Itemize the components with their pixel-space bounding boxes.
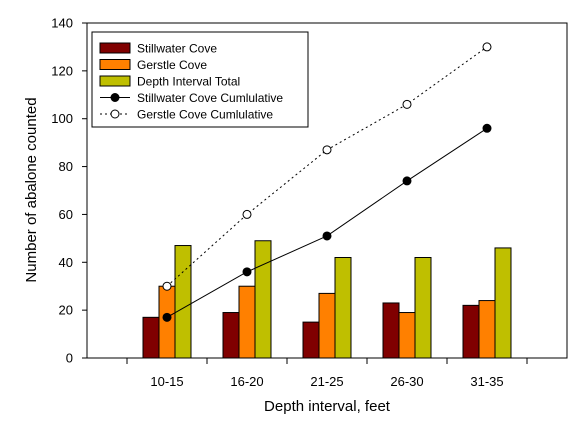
point-stillwater-cove-cumlulative-16-20 (242, 267, 252, 277)
y-tick-label: 100 (51, 111, 73, 126)
y-tick-label: 60 (59, 207, 73, 222)
bar-depth-interval-total-10-15 (174, 245, 192, 359)
legend-label: Stillwater Cove Cumlulative (137, 91, 283, 105)
y-tick-label: 120 (51, 63, 73, 78)
legend-label: Depth Interval Total (137, 75, 240, 89)
y-tick-label: 20 (59, 303, 73, 318)
point-gerstle-cove-cumlulative-31-35 (482, 42, 492, 52)
point-gerstle-cove-cumlulative-26-30 (402, 99, 412, 109)
legend: Stillwater Cove Gerstle Cove Depth Interva… (91, 31, 309, 128)
point-stillwater-cove-cumlulative-26-30 (402, 176, 412, 186)
bar-depth-interval-total-16-20 (254, 240, 272, 359)
bar-stillwater-cove-16-20 (222, 312, 240, 359)
bar-depth-interval-total-26-30 (414, 257, 432, 359)
y-tick-label: 40 (59, 255, 73, 270)
y-tick-label: 140 (51, 16, 73, 31)
bar-stillwater-cove-21-25 (302, 321, 320, 359)
y-tick-label: 0 (66, 351, 73, 366)
point-stillwater-cove-cumlulative-31-35 (482, 123, 492, 133)
legend-label: Gerstle Cove Cumlulative (137, 108, 273, 122)
bar-gerstle-cove-21-25 (318, 292, 336, 359)
bar-gerstle-cove-16-20 (238, 285, 256, 359)
y-tick-label: 80 (59, 159, 73, 174)
bar-gerstle-cove-10-15 (158, 285, 176, 359)
bar-depth-interval-total-21-25 (334, 257, 352, 359)
bar-gerstle-cove-26-30 (398, 312, 416, 359)
bar-stillwater-cove-31-35 (462, 304, 480, 359)
y-axis-title: Number of abalone counted (23, 97, 40, 282)
legend-swatch-depth-interval-total (99, 75, 131, 87)
point-gerstle-cove-cumlulative-16-20 (242, 209, 252, 219)
x-tick-label: 31-35 (470, 374, 503, 389)
bar-gerstle-cove-31-35 (478, 300, 496, 359)
point-stillwater-cove-cumlulative-21-25 (322, 231, 332, 241)
legend-marker-gerstle-cove-cumlulative (110, 109, 120, 119)
point-gerstle-cove-cumlulative-10-15 (162, 281, 172, 291)
x-axis-title: Depth interval, feet (264, 398, 391, 415)
point-stillwater-cove-cumlulative-10-15 (162, 312, 172, 322)
point-gerstle-cove-cumlulative-21-25 (322, 145, 332, 155)
legend-label: Stillwater Cove (137, 42, 217, 56)
x-tick-label: 21-25 (310, 374, 343, 389)
x-tick-label: 10-15 (150, 374, 183, 389)
bar-depth-interval-total-31-35 (494, 247, 512, 359)
legend-swatch-stillwater-cove (99, 42, 131, 54)
bar-stillwater-cove-26-30 (382, 302, 400, 359)
legend-label: Gerstle Cove (137, 58, 207, 72)
legend-marker-stillwater-cove-cumlulative (110, 93, 120, 102)
x-tick-label: 26-30 (390, 374, 423, 389)
bar-stillwater-cove-10-15 (142, 316, 160, 359)
legend-swatch-gerstle-cove (99, 59, 131, 70)
x-tick-label: 16-20 (230, 374, 263, 389)
